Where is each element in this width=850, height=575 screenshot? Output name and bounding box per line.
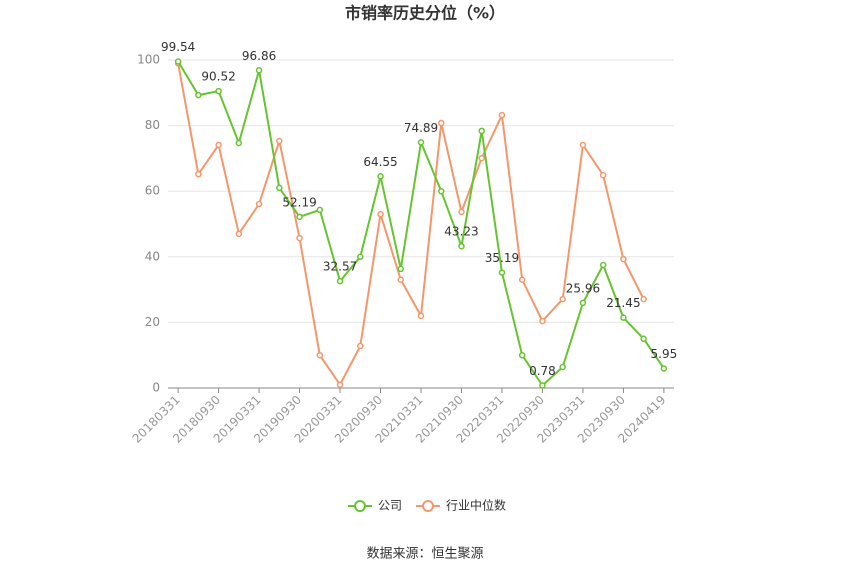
y-tick-label: 20 [145,315,160,329]
data-point [276,184,283,192]
legend-label: 公司 [378,499,402,513]
data-point [579,141,587,149]
data-point [336,381,344,388]
data-label: 74.89 [404,121,438,135]
data-label: 90.52 [201,70,235,84]
data-point [377,173,384,180]
data-point [559,363,566,371]
data-point [478,154,485,162]
data-point [377,210,384,218]
data-point [235,230,243,238]
data-point [174,58,182,65]
data-point [296,234,303,242]
data-point [195,170,202,178]
data-point [235,139,243,147]
data-point [660,365,668,372]
legend-marker [354,500,366,512]
data-point [336,277,344,285]
data-label: 52.19 [282,195,316,209]
data-label: 96.86 [242,49,276,63]
data-point [518,351,526,359]
data-point [599,261,607,269]
data-point [518,276,526,284]
data-point [215,87,222,95]
y-tick-label: 0 [152,381,160,395]
data-point [620,255,627,263]
data-label: 5.95 [651,347,678,361]
data-point [417,312,425,320]
data-point [458,208,465,216]
data-point [215,141,222,149]
data-point [478,127,485,135]
chart-title: 市销率历史分位（%） [345,4,505,23]
data-point [498,269,506,276]
data-point [498,111,506,119]
legend-marker [422,500,435,512]
data-point [255,67,263,74]
data-label: 32.57 [323,260,357,274]
series-line [177,60,665,387]
data-label: 64.55 [363,155,397,169]
data-point [539,317,546,325]
legend-label: 行业中位数 [446,498,506,513]
data-point [357,253,364,261]
data-point [357,342,364,350]
y-tick-label: 80 [145,118,160,132]
data-point [579,299,587,307]
data-point [276,137,283,145]
data-point [417,139,425,146]
data-label: 35.19 [485,251,519,265]
y-tick-label: 60 [145,184,160,198]
data-point [437,119,445,127]
data-point [397,265,405,273]
data-label: 99.54 [161,40,195,54]
y-tick-label: 40 [145,249,160,263]
series-line [177,63,645,387]
data-label: 21.45 [606,296,640,310]
data-point [397,276,405,284]
source-note: 数据来源：恒生聚源 [366,547,483,562]
data-point [539,382,546,389]
data-point [195,91,202,99]
data-point [599,171,607,179]
data-point [437,187,445,195]
data-point [255,200,263,208]
data-point [559,295,566,303]
data-label: 0.78 [529,364,556,378]
data-point [640,295,647,303]
data-point [620,314,627,321]
data-label: 43.23 [444,225,478,239]
data-point [640,335,647,343]
data-point [296,213,303,221]
data-point [316,351,324,359]
data-point [458,242,465,250]
data-label: 25.96 [566,281,600,295]
data-point [316,206,324,214]
y-tick-label: 100 [137,53,160,67]
